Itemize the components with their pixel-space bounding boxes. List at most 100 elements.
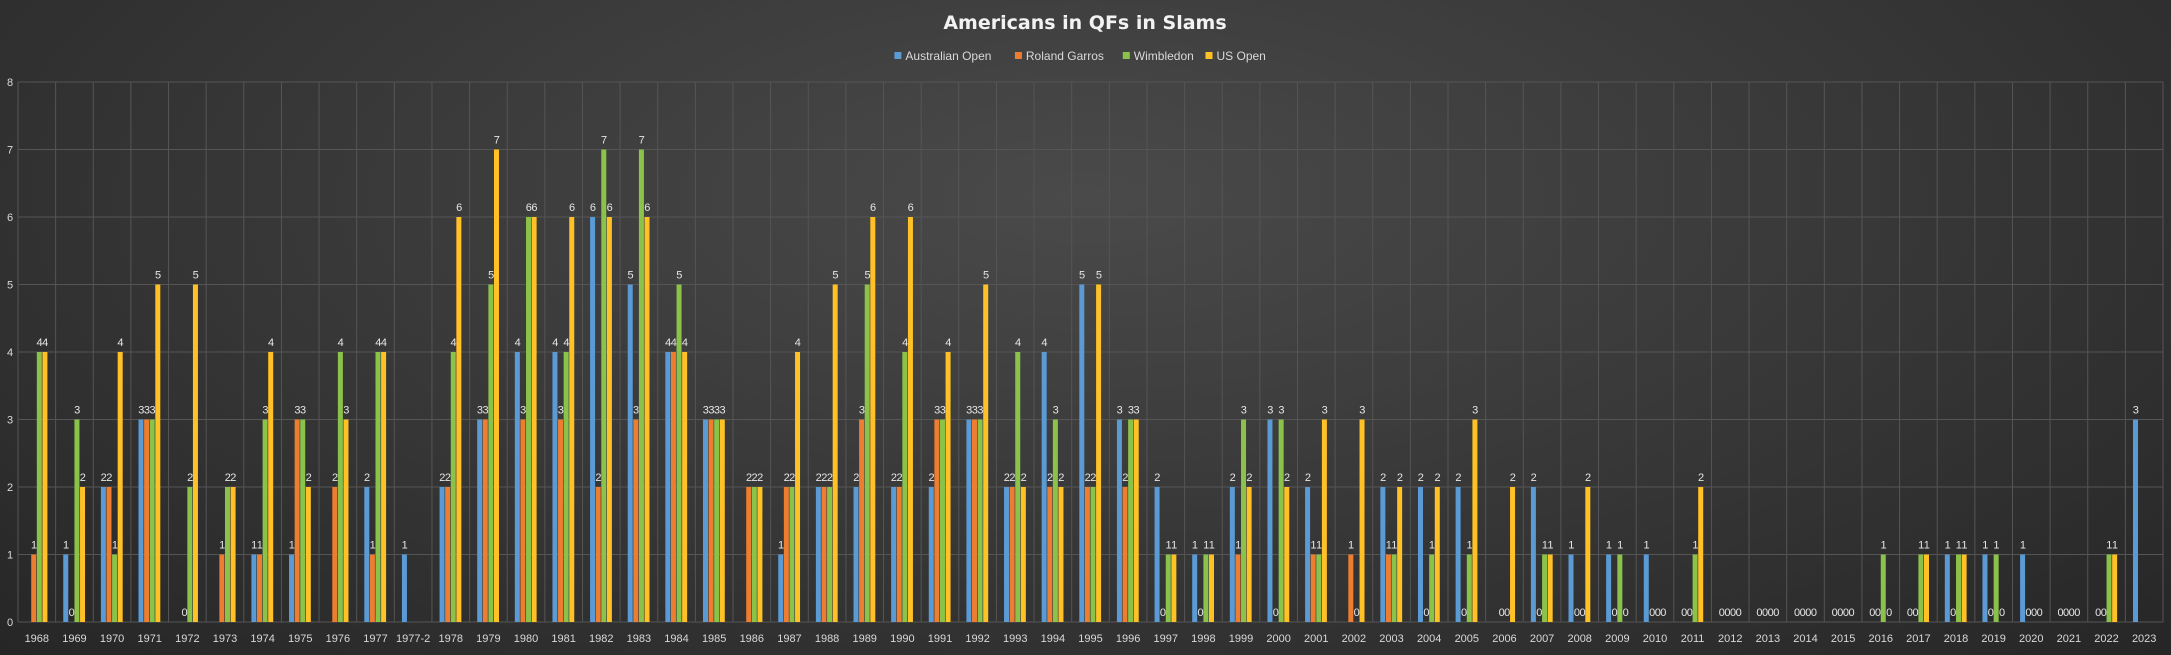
bar (746, 487, 752, 622)
data-label: 2 (752, 472, 758, 484)
data-label: 1 (1644, 540, 1650, 552)
bar (757, 487, 763, 622)
x-tick-label: 1982 (589, 633, 613, 645)
data-label: 0 (1730, 607, 1736, 619)
data-label: 1 (63, 540, 69, 552)
x-tick-label: 2011 (1681, 633, 1705, 645)
data-label: 1 (1171, 540, 1177, 552)
bar (896, 487, 902, 622)
y-tick-label: 0 (7, 617, 13, 629)
data-label: 3 (1133, 405, 1139, 417)
bar (1585, 487, 1591, 622)
bar (224, 487, 230, 622)
data-label: 5 (193, 270, 199, 282)
bar (456, 217, 462, 622)
bar (1455, 487, 1461, 622)
x-tick-label: 1996 (1116, 633, 1140, 645)
data-label: 1 (1547, 540, 1553, 552)
data-label: 1 (1467, 540, 1473, 552)
bar (1015, 352, 1021, 622)
bar (1510, 487, 1516, 622)
bar (1321, 419, 1327, 622)
data-label: 3 (300, 405, 306, 417)
x-tick-label: 2012 (1718, 633, 1742, 645)
bar (520, 419, 526, 622)
bar (1547, 554, 1553, 622)
bar (187, 487, 193, 622)
data-label: 0 (1687, 607, 1693, 619)
bar (832, 284, 838, 622)
bar (783, 487, 789, 622)
bar (1090, 487, 1096, 622)
bar (1956, 554, 1962, 622)
data-label: 0 (1950, 607, 1956, 619)
data-label: 7 (639, 135, 645, 147)
bar (117, 352, 123, 622)
data-label: 0 (1999, 607, 2005, 619)
data-label: 6 (526, 202, 532, 214)
data-label: 1 (1881, 540, 1887, 552)
data-label: 0 (1913, 607, 1919, 619)
x-tick-label: 2022 (2094, 633, 2118, 645)
x-tick-label: 2002 (1342, 633, 1366, 645)
bar (2132, 419, 2138, 622)
data-label: 2 (1418, 472, 1424, 484)
data-label: 3 (977, 405, 983, 417)
bar (1606, 554, 1612, 622)
data-label: 2 (230, 472, 236, 484)
y-tick-label: 3 (7, 415, 13, 427)
bar (702, 419, 708, 622)
x-tick-label: 1985 (702, 633, 726, 645)
data-label: 1 (112, 540, 118, 552)
bar (966, 419, 972, 622)
bar (1171, 554, 1177, 622)
bar (590, 217, 596, 622)
data-label: 2 (1004, 472, 1010, 484)
legend-label: Wimbledon (1134, 49, 1194, 63)
bar (1047, 487, 1053, 622)
data-label: 0 (1762, 607, 1768, 619)
bar (337, 352, 343, 622)
legend-swatch (894, 52, 902, 59)
data-label: 3 (144, 405, 150, 417)
data-label: 1 (1310, 540, 1316, 552)
data-label: 1 (1209, 540, 1215, 552)
data-label: 2 (1397, 472, 1403, 484)
legend-label: Australian Open (905, 49, 991, 63)
bar (682, 352, 688, 622)
data-label: 2 (1230, 472, 1236, 484)
data-label: 4 (563, 337, 569, 349)
data-label: 0 (1869, 607, 1875, 619)
bar (859, 419, 865, 622)
data-label: 5 (627, 270, 633, 282)
data-label: 0 (1832, 607, 1838, 619)
data-label: 4 (37, 337, 43, 349)
bar (488, 284, 494, 622)
data-label: 1 (2020, 540, 2026, 552)
y-tick-label: 6 (7, 212, 13, 224)
bar (80, 487, 86, 622)
bar (778, 554, 784, 622)
data-label: 1 (251, 540, 257, 552)
x-tick-label: 1968 (25, 633, 49, 645)
data-label: 3 (714, 405, 720, 417)
data-label: 0 (2057, 607, 2063, 619)
data-label: 3 (74, 405, 80, 417)
x-tick-label: 1976 (326, 633, 350, 645)
data-label: 1 (1166, 540, 1172, 552)
data-label: 1 (1316, 540, 1322, 552)
bar (369, 554, 375, 622)
data-label: 6 (870, 202, 876, 214)
data-label: 2 (445, 472, 451, 484)
data-label: 2 (106, 472, 112, 484)
data-label: 1 (1542, 540, 1548, 552)
data-label: 0 (1504, 607, 1510, 619)
data-label: 2 (746, 472, 752, 484)
data-label: 0 (1724, 607, 1730, 619)
bar (1041, 352, 1047, 622)
data-label: 5 (832, 270, 838, 282)
data-label: 4 (552, 337, 558, 349)
bar (1923, 554, 1929, 622)
bar (36, 352, 42, 622)
data-label: 3 (1241, 405, 1247, 417)
